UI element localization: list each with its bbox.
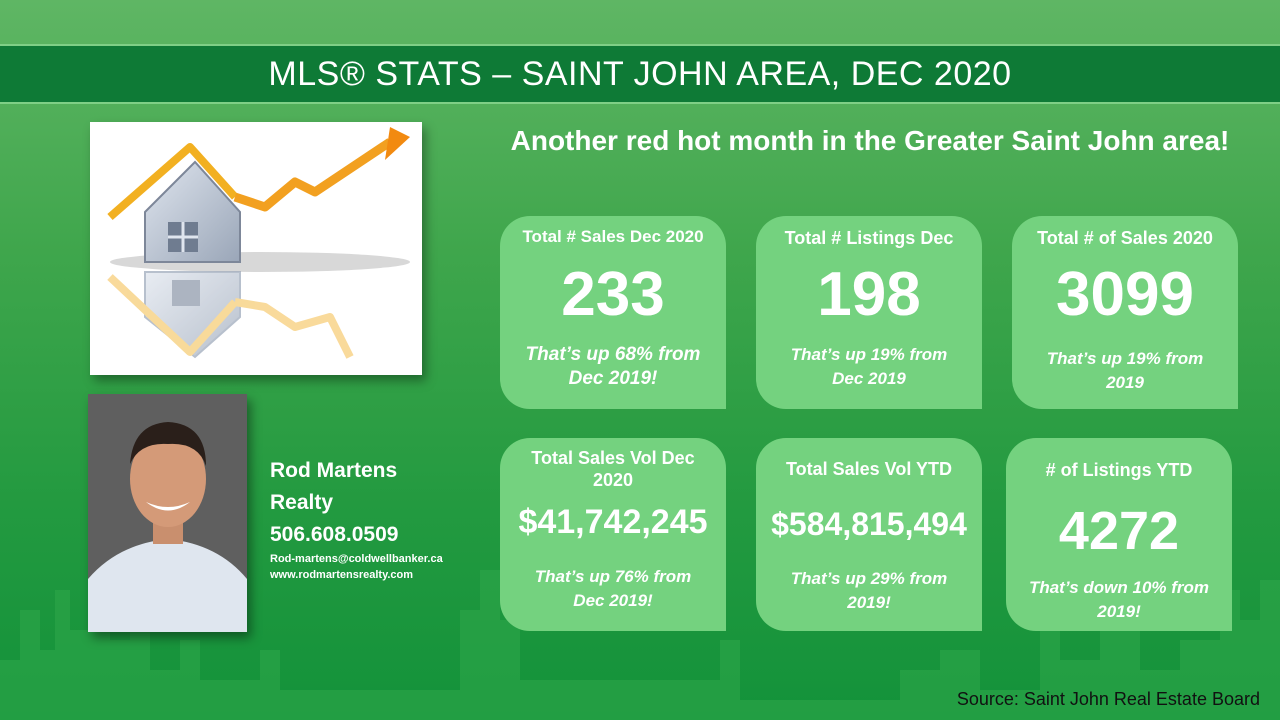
stat-value: 3099 — [1056, 260, 1194, 329]
stat-change-note: That’s up 76% from Dec 2019! — [534, 567, 692, 610]
stat-card-sales-2020: Total # of Sales 2020 3099 That’s up 19%… — [1012, 216, 1238, 409]
stat-card-listings-ytd: # of Listings YTD 4272 That’s down 10% f… — [1006, 438, 1232, 631]
stat-value: 198 — [817, 260, 921, 329]
stat-label: Total Sales Vol Dec 2020 — [531, 448, 695, 490]
stat-value: 4272 — [1058, 501, 1180, 561]
stat-label: Total # of Sales 2020 — [1037, 228, 1213, 248]
stat-card-sales-dec: Total # Sales Dec 2020 233 That’s up 68%… — [500, 216, 726, 409]
page-title: MLS® STATS – SAINT JOHN AREA, DEC 2020 — [0, 44, 1280, 104]
source-credit: Source: Saint John Real Estate Board — [956, 689, 1260, 709]
agent-photo — [88, 394, 247, 632]
stat-label: Total Sales Vol YTD — [785, 459, 953, 479]
stat-card-sales-vol-dec: Total Sales Vol Dec 2020 $41,742,245 Tha… — [500, 438, 726, 631]
agent-company: Realty — [270, 491, 334, 514]
agent-phone: 506.608.0509 — [270, 523, 399, 546]
city-skyline-graphic — [0, 570, 1280, 720]
stat-change-note: That’s up 19% from 2019 — [1046, 349, 1204, 392]
stat-value: 233 — [561, 260, 665, 329]
stat-label: Total # Listings Dec — [784, 228, 954, 248]
stat-change-note: That’s up 19% from Dec 2019 — [790, 345, 948, 388]
agent-name: Rod Martens — [270, 459, 398, 482]
agent-website: www.rodmartensrealty.com — [270, 569, 414, 581]
stat-change-note: That’s up 29% from 2019! — [790, 569, 948, 612]
stat-card-listings-dec: Total # Listings Dec 198 That’s up 19% f… — [756, 216, 982, 409]
house-growth-image — [90, 122, 422, 375]
stat-change-note: That’s up 68% from Dec 2019! — [525, 344, 701, 389]
stat-card-sales-vol-ytd: Total Sales Vol YTD $584,815,494 That’s … — [756, 438, 982, 631]
agent-contact: Rod Martens Realty 506.608.0509 Rod-mart… — [270, 455, 443, 583]
stat-value: $41,742,245 — [518, 503, 708, 541]
stat-change-note: That’s down 10% from 2019! — [1028, 578, 1210, 621]
stat-label: Total # Sales Dec 2020 — [522, 227, 704, 246]
stat-label: # of Listings YTD — [1045, 460, 1193, 480]
agent-email: Rod-martens@coldwellbanker.ca — [270, 553, 443, 565]
headline: Another red hot month in the Greater Sai… — [510, 125, 1230, 156]
stat-value: $584,815,494 — [771, 506, 967, 542]
